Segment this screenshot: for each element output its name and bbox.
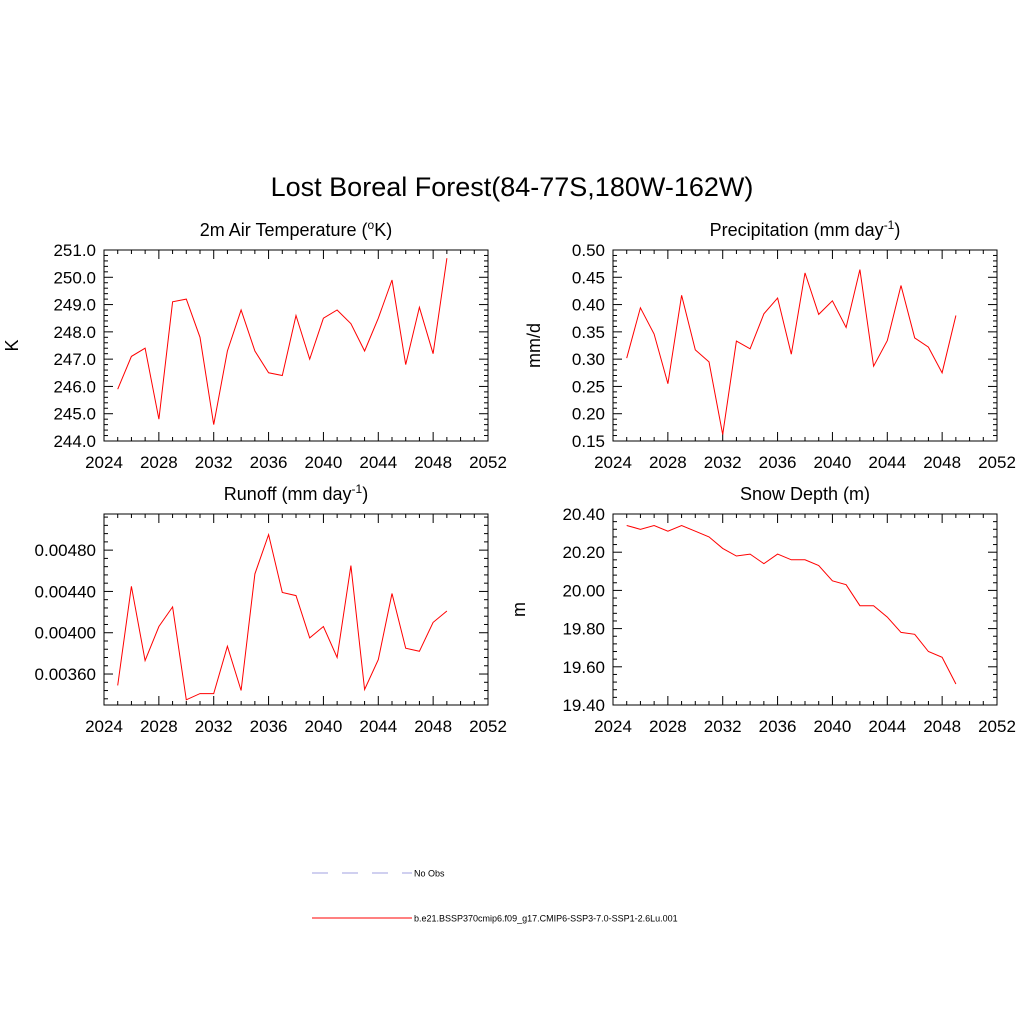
panel-title: Runoff (mm day-1) [224, 482, 368, 504]
x-tick-label: 2052 [469, 717, 507, 736]
y-tick-label: 0.15 [572, 432, 605, 451]
y-tick-label: 20.20 [562, 543, 605, 562]
x-tick-label: 2040 [814, 453, 852, 472]
y-tick-label: 251.0 [53, 241, 96, 260]
y-tick-label: 244.0 [53, 432, 96, 451]
x-tick-label: 2024 [594, 453, 632, 472]
x-tick-label: 2032 [195, 717, 233, 736]
y-tick-label: 0.00400 [35, 624, 96, 643]
series-line [117, 258, 448, 425]
y-tick-label: 247.0 [53, 350, 96, 369]
y-tick-label: 20.40 [562, 505, 605, 524]
legend: No Obs b.e21.BSSP370cmip6.f09_g17.CMIP6-… [312, 869, 678, 924]
plot-frame [612, 513, 998, 706]
x-tick-label: 2036 [250, 453, 288, 472]
panel-2: Precipitation (mm day-1) 2024 2028 2032 2036… [524, 218, 1016, 472]
legend-model-label: b.e21.BSSP370cmip6.f09_g17.CMIP6-SSP3-7.… [414, 914, 678, 924]
x-tick-label: 2032 [195, 453, 233, 472]
y-tick-label: 19.40 [562, 696, 605, 715]
plot-frame [103, 513, 489, 706]
x-tick-label: 2036 [759, 717, 797, 736]
x-tick-label: 2024 [85, 453, 123, 472]
panel-1: 2m Air Temperature (oK) 2024 2028 2032 2036 2… [2, 218, 507, 472]
y-tick-label: 19.80 [562, 620, 605, 639]
x-tick-label: 2028 [140, 453, 178, 472]
y-tick-label: 245.0 [53, 405, 96, 424]
plot-frame [612, 249, 998, 442]
series-line [626, 524, 957, 685]
panel-title: Snow Depth (m) [740, 484, 870, 504]
x-tick-label: 2036 [250, 717, 288, 736]
panel-title: Precipitation (mm day-1) [710, 218, 901, 240]
y-tick-label: 0.00480 [35, 541, 96, 560]
y-tick-label: 0.50 [572, 241, 605, 260]
panel-4: Snow Depth (m) 2024 2028 2032 2036 2040 2044 20… [509, 484, 1016, 736]
legend-obs-label: No Obs [414, 869, 445, 879]
y-axis-label: K [2, 339, 22, 351]
panels: 2m Air Temperature (oK) 2024 2028 2032 2036 2… [2, 218, 1016, 736]
x-tick-label: 2044 [868, 453, 906, 472]
y-axis-label: m [509, 602, 529, 617]
x-tick-label: 2040 [814, 717, 852, 736]
x-tick-label: 2032 [704, 453, 742, 472]
y-tick-label: 248.0 [53, 323, 96, 342]
x-tick-label: 2028 [649, 453, 687, 472]
x-tick-label: 2052 [978, 717, 1016, 736]
y-tick-label: 250.0 [53, 268, 96, 287]
x-tick-label: 2044 [359, 717, 397, 736]
y-tick-label: 249.0 [53, 296, 96, 315]
y-tick-label: 0.20 [572, 405, 605, 424]
y-tick-label: 0.30 [572, 350, 605, 369]
x-tick-label: 2024 [85, 717, 123, 736]
y-tick-label: 19.60 [562, 658, 605, 677]
x-tick-label: 2048 [923, 453, 961, 472]
x-tick-label: 2028 [140, 717, 178, 736]
y-tick-label: 0.00440 [35, 582, 96, 601]
x-tick-label: 2040 [305, 717, 343, 736]
y-tick-label: 20.00 [562, 581, 605, 600]
x-tick-label: 2052 [469, 453, 507, 472]
panel-title: 2m Air Temperature (oK) [200, 218, 392, 240]
x-tick-label: 2044 [868, 717, 906, 736]
y-tick-label: 0.40 [572, 296, 605, 315]
series-line [626, 269, 957, 435]
x-tick-label: 2044 [359, 453, 397, 472]
x-tick-label: 2024 [594, 717, 632, 736]
x-tick-label: 2048 [414, 717, 452, 736]
panel-3: Runoff (mm day-1) 2024 2028 2032 2036 2040 204… [35, 482, 507, 736]
x-tick-label: 2048 [414, 453, 452, 472]
y-tick-label: 0.00360 [35, 665, 96, 684]
series-line [117, 532, 448, 701]
x-tick-label: 2048 [923, 717, 961, 736]
x-tick-label: 2028 [649, 717, 687, 736]
x-tick-label: 2036 [759, 453, 797, 472]
x-tick-label: 2052 [978, 453, 1016, 472]
y-tick-label: 246.0 [53, 377, 96, 396]
y-axis-label: mm/d [524, 323, 544, 368]
y-tick-label: 0.35 [572, 323, 605, 342]
figure-title: Lost Boreal Forest(84-77S,180W-162W) [271, 172, 754, 202]
y-tick-label: 0.45 [572, 268, 605, 287]
x-tick-label: 2040 [305, 453, 343, 472]
y-tick-label: 0.25 [572, 377, 605, 396]
x-tick-label: 2032 [704, 717, 742, 736]
